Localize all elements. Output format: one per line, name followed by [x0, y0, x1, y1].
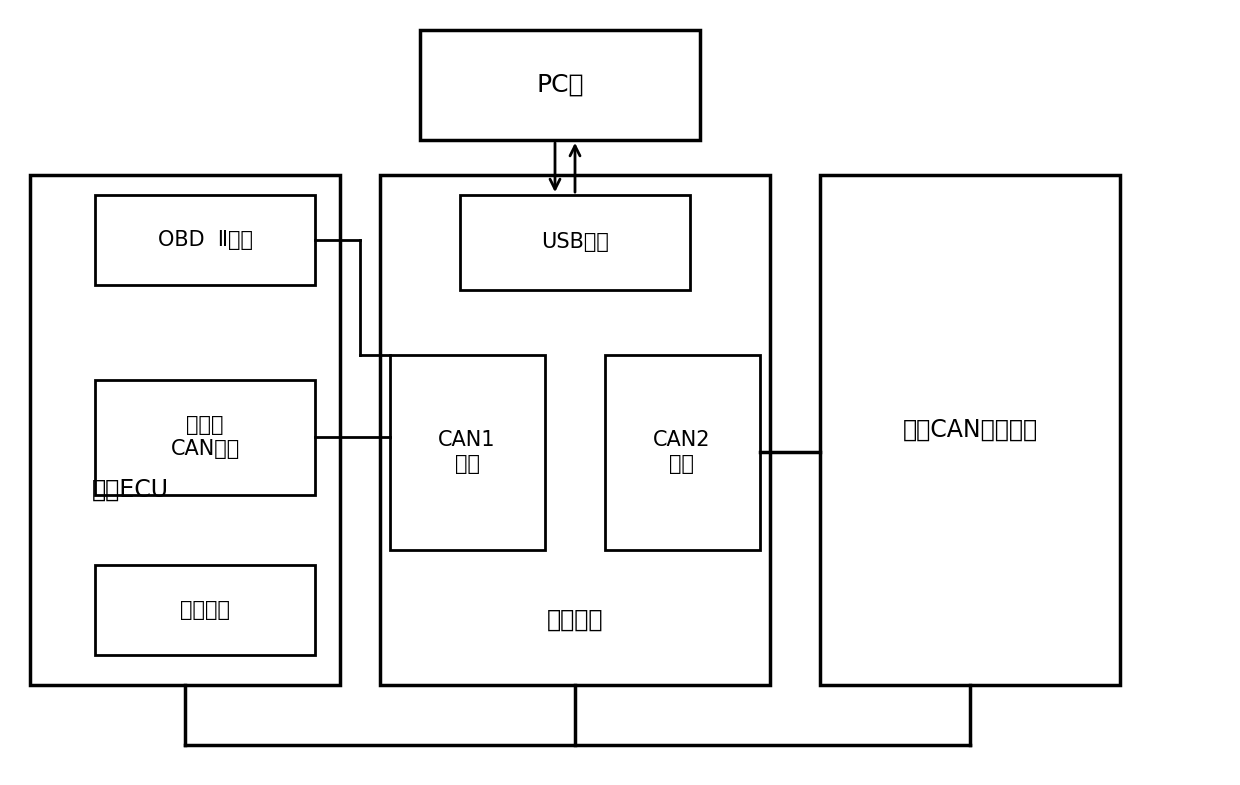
Bar — [420, 30, 701, 140]
Bar — [95, 380, 315, 495]
Text: CAN1
通道: CAN1 通道 — [438, 429, 496, 474]
Text: OBD  Ⅱ接口: OBD Ⅱ接口 — [157, 230, 253, 250]
Text: 网关设备: 网关设备 — [547, 608, 603, 632]
Text: USB接口: USB接口 — [541, 232, 609, 252]
Text: CAN2
通道: CAN2 通道 — [653, 429, 711, 474]
Bar — [95, 195, 315, 285]
Bar — [460, 195, 689, 290]
Text: PC端: PC端 — [536, 73, 584, 97]
Text: 其他处
CAN总线: 其他处 CAN总线 — [170, 414, 239, 459]
Text: 车载CAN总线产品: 车载CAN总线产品 — [903, 418, 1038, 442]
Bar — [95, 565, 315, 655]
Bar — [391, 355, 546, 550]
Bar — [379, 175, 770, 685]
Text: 车载ECU: 车载ECU — [92, 478, 169, 502]
Bar — [820, 175, 1120, 685]
Bar — [30, 175, 340, 685]
Bar — [605, 355, 760, 550]
Text: 其他供电: 其他供电 — [180, 600, 229, 620]
